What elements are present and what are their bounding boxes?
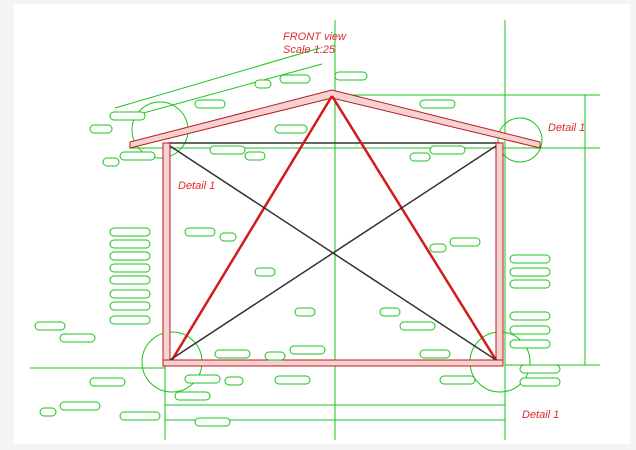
- annotation-tag: [110, 112, 145, 120]
- annotation-tag: [255, 268, 275, 276]
- annotation-tag: [520, 378, 560, 386]
- annotation-tag: [510, 280, 550, 288]
- annotation-tag: [175, 392, 210, 400]
- annotation-tag: [510, 312, 550, 320]
- annotation-tag: [380, 308, 400, 316]
- annotation-tag: [40, 408, 56, 416]
- annotation-tag: [110, 276, 150, 284]
- annotation-tag: [90, 125, 112, 133]
- view-title: FRONT view: [283, 31, 347, 43]
- annotation-tag: [255, 80, 271, 88]
- annotation-tag: [120, 412, 160, 420]
- annotation-tag: [103, 158, 119, 166]
- annotation-tag: [510, 268, 550, 276]
- annotation-tag: [110, 240, 150, 248]
- annotation-tag: [245, 152, 265, 160]
- annotation-tag: [280, 75, 310, 83]
- bottom-plate: [163, 360, 503, 366]
- annotation-tag: [420, 100, 455, 108]
- annotation-tag: [335, 72, 367, 80]
- annotation-tag: [110, 228, 150, 236]
- annotation-tag: [215, 350, 250, 358]
- annotation-tag: [195, 418, 230, 426]
- annotation-tag: [420, 350, 450, 358]
- annotation-tag: [265, 352, 285, 360]
- detail-label: Detail 1: [522, 409, 559, 421]
- detail-label: Detail 1: [178, 180, 215, 192]
- annotation-tag: [60, 402, 100, 410]
- annotation-tag: [110, 264, 150, 272]
- annotation-tag: [185, 228, 215, 236]
- annotation-tag: [210, 146, 245, 154]
- annotation-tag: [225, 377, 243, 385]
- annotation-tag: [520, 365, 560, 373]
- annotation-tag: [440, 376, 475, 384]
- annotation-tag: [185, 375, 220, 383]
- annotation-tag: [510, 340, 550, 348]
- annotation-tag: [110, 290, 150, 298]
- annotation-tag: [110, 302, 150, 310]
- annotation-tag: [430, 146, 465, 154]
- annotation-tag: [510, 326, 550, 334]
- annotation-tag: [400, 322, 435, 330]
- right-post: [496, 143, 503, 365]
- detail-label: Detail 1: [548, 122, 585, 134]
- annotation-tag: [275, 376, 310, 384]
- annotation-tag: [410, 153, 430, 161]
- annotation-tag: [195, 100, 225, 108]
- annotation-tag: [60, 334, 95, 342]
- annotation-tag: [220, 233, 236, 241]
- cad-screenshot: FRONT view Scale 1:25 Detail 1 Detail 1 …: [0, 0, 636, 450]
- annotation-tag: [90, 378, 125, 386]
- annotation-tag: [120, 152, 155, 160]
- annotation-tag: [295, 308, 315, 316]
- annotation-tag: [275, 125, 307, 133]
- annotation-tag: [510, 255, 550, 263]
- left-post: [163, 143, 170, 365]
- annotation-tag: [110, 316, 150, 324]
- annotation-tag: [110, 252, 150, 260]
- annotation-tag: [290, 346, 325, 354]
- annotation-tag: [430, 244, 446, 252]
- annotation-tag: [35, 322, 65, 330]
- annotation-tag: [450, 238, 480, 246]
- scale-label: Scale 1:25: [283, 44, 336, 56]
